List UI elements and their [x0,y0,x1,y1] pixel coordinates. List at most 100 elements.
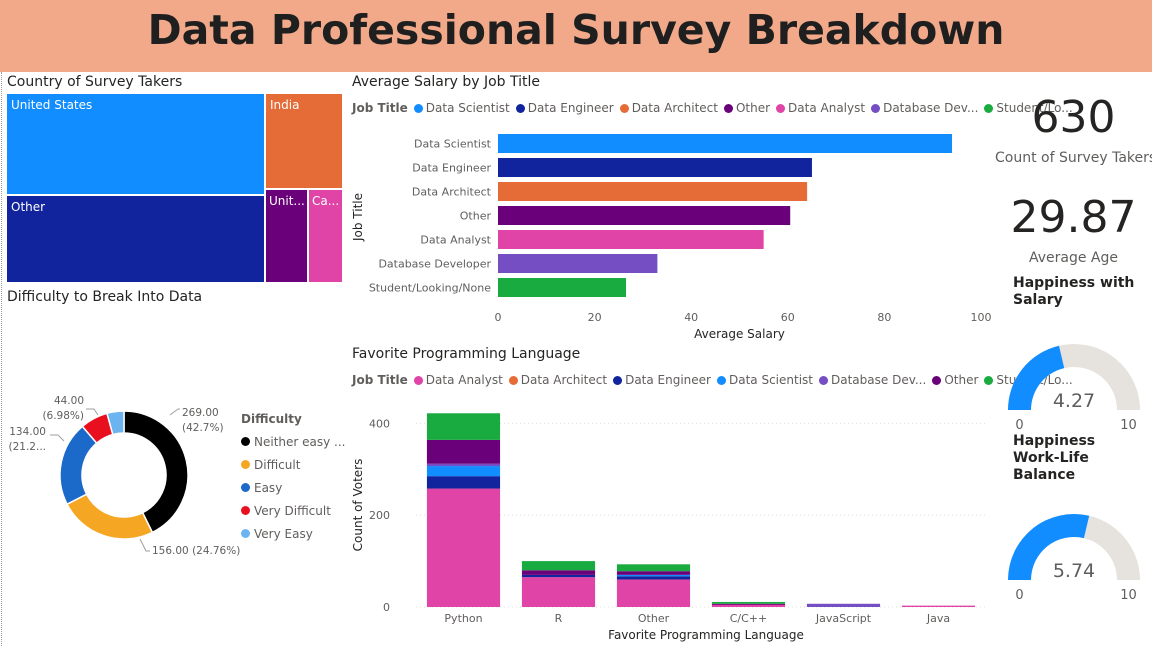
x-tick-label: R [555,612,563,625]
legend-item[interactable]: Database Dev... [819,373,926,387]
stacked-column-segment [521,577,596,607]
gauge-title-line: Work-Life Balance [1013,450,1089,483]
donut-leader-line [86,408,99,416]
treemap-cell-india[interactable]: India [265,93,343,189]
difficulty-donut-chart[interactable]: 269.00 (42.7%) 156.00 (24.76%) 134.00 (21.2.… [0,305,340,585]
legend-title: Job Title [352,101,408,115]
x-axis-title: Average Salary [694,327,785,341]
donut-legend-item[interactable]: Neither easy ... [241,430,345,453]
legend-dot-icon [619,103,629,113]
stacked-column-segment [521,570,596,575]
stacked-column-segment [616,574,691,577]
donut-data-label: 44.00 [54,395,84,407]
legend-dot-icon [241,437,250,446]
legend-dot-icon [413,375,423,385]
donut-legend-item[interactable]: Very Easy [241,522,345,545]
stacked-column-segment [426,488,501,607]
legend-label: Data Scientist [425,101,510,115]
legend-item[interactable]: Other [723,101,770,115]
treemap-cell-other[interactable]: Other [6,195,265,283]
language-legend[interactable]: Job Title Data Analyst Data Architect Data … [352,373,1079,387]
treemap-label: Ca... [312,194,340,208]
worklife-happiness-gauge[interactable]: 5.74 0 10 [1000,500,1152,605]
legend-label: Database Dev... [831,373,927,387]
legend-item[interactable]: Data Analyst [413,373,503,387]
bar-category-label: Data Architect [412,186,492,199]
treemap-cell-united-states[interactable]: United States [6,93,265,195]
salary-bar [498,254,658,273]
legend-item[interactable]: Database Dev... [871,101,978,115]
y-axis-title: Count of Voters [351,459,365,552]
legend-label: Data Architect [631,101,718,115]
age-kpi-label: Average Age [1028,250,1119,266]
gauge-max-label: 10 [1120,418,1137,433]
legend-dot-icon [413,103,423,113]
donut-leader-line [169,408,180,416]
bar-category-label: Other [460,210,492,223]
treemap-label: United States [11,98,93,112]
country-treemap[interactable]: United States Other India Unit... Ca... [6,93,343,283]
legend-dot-icon [508,375,518,385]
gauge-value: 4.27 [1053,390,1095,412]
salary-happiness-gauge[interactable]: 4.27 0 10 [1000,330,1152,435]
donut-legend-item[interactable]: Difficult [241,453,345,476]
legend-item[interactable]: Data Architect [619,101,718,115]
legend-item[interactable]: Data Engineer [613,373,711,387]
legend-item[interactable]: Data Analyst [776,101,865,115]
legend-label: Student/Lo... [996,101,1073,115]
y-tick-label: 0 [383,601,390,614]
stacked-column-segment [426,476,501,489]
legend-item[interactable]: Data Engineer [515,101,614,115]
legend-dot-icon [613,375,623,385]
gauge-salary-title: Happiness with Salary [1013,275,1134,309]
salary-legend[interactable]: Job Title Data Scientist Data Engineer Data… [352,101,1079,115]
x-tick-label: JavaScript [815,612,872,625]
donut-slice [66,493,154,540]
legend-label: Data Analyst [788,101,866,115]
legend-item[interactable]: Data Scientist [413,101,510,115]
stacked-column-segment [711,603,786,605]
legend-label: Difficult [254,457,301,472]
legend-label: Data Architect [520,373,608,387]
title-banner [0,0,1152,72]
donut-legend-item[interactable]: Easy [241,476,345,499]
legend-item[interactable]: Student/Lo... [984,101,1073,115]
stacked-column-segment [426,439,501,464]
gauge-fill [1008,514,1090,580]
legend-item[interactable]: Other [932,373,978,387]
y-tick-label: 200 [369,509,390,522]
treemap-cell-canada[interactable]: Ca... [308,189,343,283]
legend-item[interactable]: Data Architect [508,373,608,387]
gauge-balance-title: Happiness Work-Life Balance [1013,433,1152,484]
donut-title: Difficulty to Break Into Data [7,289,203,305]
gauge-title-line: Happiness with [1013,275,1135,291]
legend-dot-icon [515,103,525,113]
count-kpi-label: Count of Survey Takers [995,150,1152,166]
legend-dot-icon [932,375,942,385]
legend-dot-icon [241,506,250,515]
x-tick-label: 40 [684,311,698,324]
gauge-fill [1008,345,1065,410]
salary-bar-chart[interactable]: Data Scientist Data Engineer Data Architec… [346,125,996,345]
x-tick-label: 100 [971,311,992,324]
x-tick-label: 0 [495,311,502,324]
legend-item[interactable]: Data Scientist [717,373,813,387]
stacked-column-segment [426,466,501,477]
bar-category-label: Data Scientist [414,138,492,151]
language-column-chart[interactable]: 0 200 400 Python R Other C/C++ JavaScript Java Fa… [346,395,996,645]
stacked-column-segment [711,601,786,604]
treemap-cell-united-kingdom[interactable]: Unit... [265,189,308,283]
donut-legend-item[interactable]: Very Difficult [241,499,345,522]
x-tick-label: C/C++ [730,612,768,625]
donut-slice [123,410,189,534]
treemap-label: Unit... [269,194,305,208]
salary-bar [498,134,953,153]
donut-legend-title: Difficulty [241,412,302,426]
donut-data-label: (21.2... [9,441,47,453]
gauge-max-label: 10 [1120,588,1137,603]
stacked-column-segment [616,576,691,580]
bar-category-label: Data Analyst [420,234,491,247]
legend-dot-icon [984,375,994,385]
donut-leader-line [50,434,65,442]
treemap-label: India [270,98,300,112]
